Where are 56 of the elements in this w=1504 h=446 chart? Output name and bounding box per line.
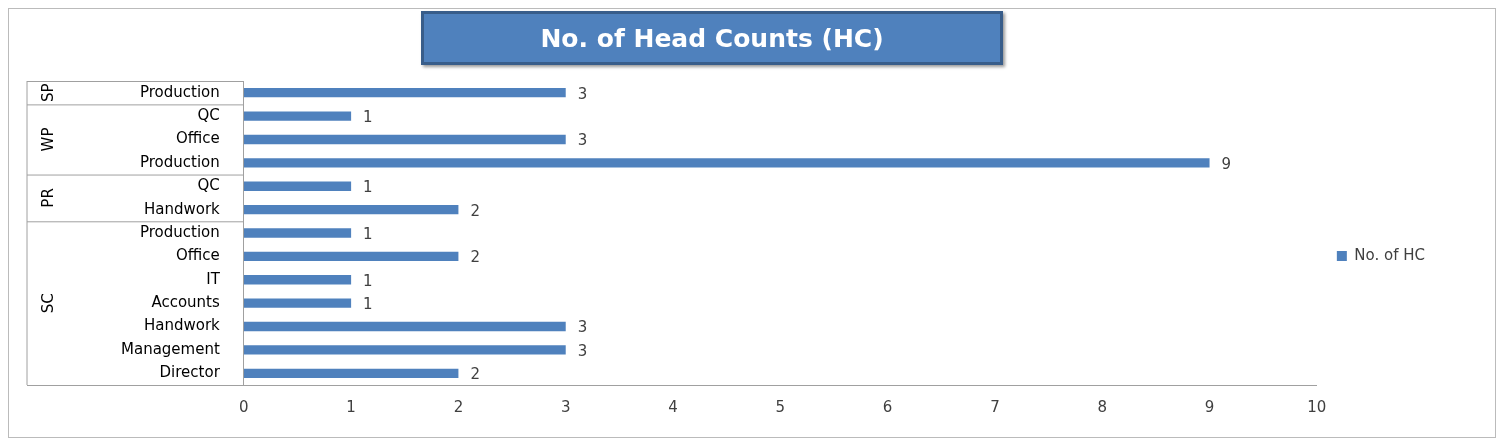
text: WP — [38, 127, 57, 152]
y-tick-label: QC — [197, 105, 220, 124]
text: SP — [38, 83, 57, 102]
data-label: 1 — [363, 224, 373, 243]
bar — [243, 368, 459, 378]
x-tick-label: 7 — [990, 397, 1000, 416]
data-label: 1 — [363, 107, 373, 126]
text: PR — [38, 188, 57, 208]
x-tick-label: 1 — [346, 397, 356, 416]
x-tick-label: 0 — [239, 397, 249, 416]
x-tick-label: 8 — [1097, 397, 1108, 416]
y-tick-label: Office — [176, 246, 220, 265]
bar — [243, 158, 1210, 168]
y-tick-label: IT — [206, 269, 221, 288]
data-label: 9 — [1221, 154, 1232, 173]
bar — [243, 321, 566, 332]
data-label: 1 — [363, 295, 373, 314]
chart-title: No. of Head Counts (HC) — [421, 11, 1003, 65]
x-tick-label: 4 — [668, 397, 678, 416]
data-label: 3 — [577, 131, 588, 150]
bar — [243, 111, 352, 121]
data-label: 2 — [470, 248, 480, 267]
text: SC — [38, 293, 57, 314]
x-tick-label: 3 — [560, 397, 571, 416]
bar — [243, 181, 352, 191]
y-tick-label: Handwork — [144, 199, 221, 218]
bar — [243, 228, 352, 238]
data-label: 3 — [577, 84, 588, 103]
bar — [243, 88, 566, 98]
x-tick-label: 5 — [775, 397, 786, 416]
x-tick-label: 6 — [882, 397, 893, 416]
y-tick-label: Office — [176, 129, 220, 148]
data-label: 2 — [470, 201, 480, 220]
bar — [243, 134, 566, 145]
y-tick-label: Management — [121, 339, 220, 358]
legend-label: No. of HC — [1354, 245, 1426, 264]
y-tick-label: Production — [140, 82, 220, 101]
bar — [243, 275, 352, 285]
y-tick-label: Director — [159, 363, 221, 382]
x-tick-label: 10 — [1307, 397, 1327, 416]
y-tick-label: Production — [140, 222, 220, 241]
bar — [243, 251, 459, 262]
bar — [243, 345, 566, 355]
y-tick-label: Handwork — [144, 316, 221, 335]
bar — [243, 204, 459, 215]
data-label: 1 — [363, 271, 373, 290]
data-label: 3 — [577, 318, 588, 337]
y-tick-label: Production — [140, 152, 220, 171]
y-tick-label: Accounts — [151, 293, 220, 312]
bar — [243, 298, 352, 308]
x-tick-label: 2 — [453, 397, 464, 416]
y-tick-label: QC — [197, 176, 220, 195]
data-label: 2 — [470, 365, 480, 384]
data-label: 3 — [577, 341, 588, 360]
x-tick-label: 9 — [1204, 397, 1215, 416]
data-label: 1 — [363, 178, 373, 197]
